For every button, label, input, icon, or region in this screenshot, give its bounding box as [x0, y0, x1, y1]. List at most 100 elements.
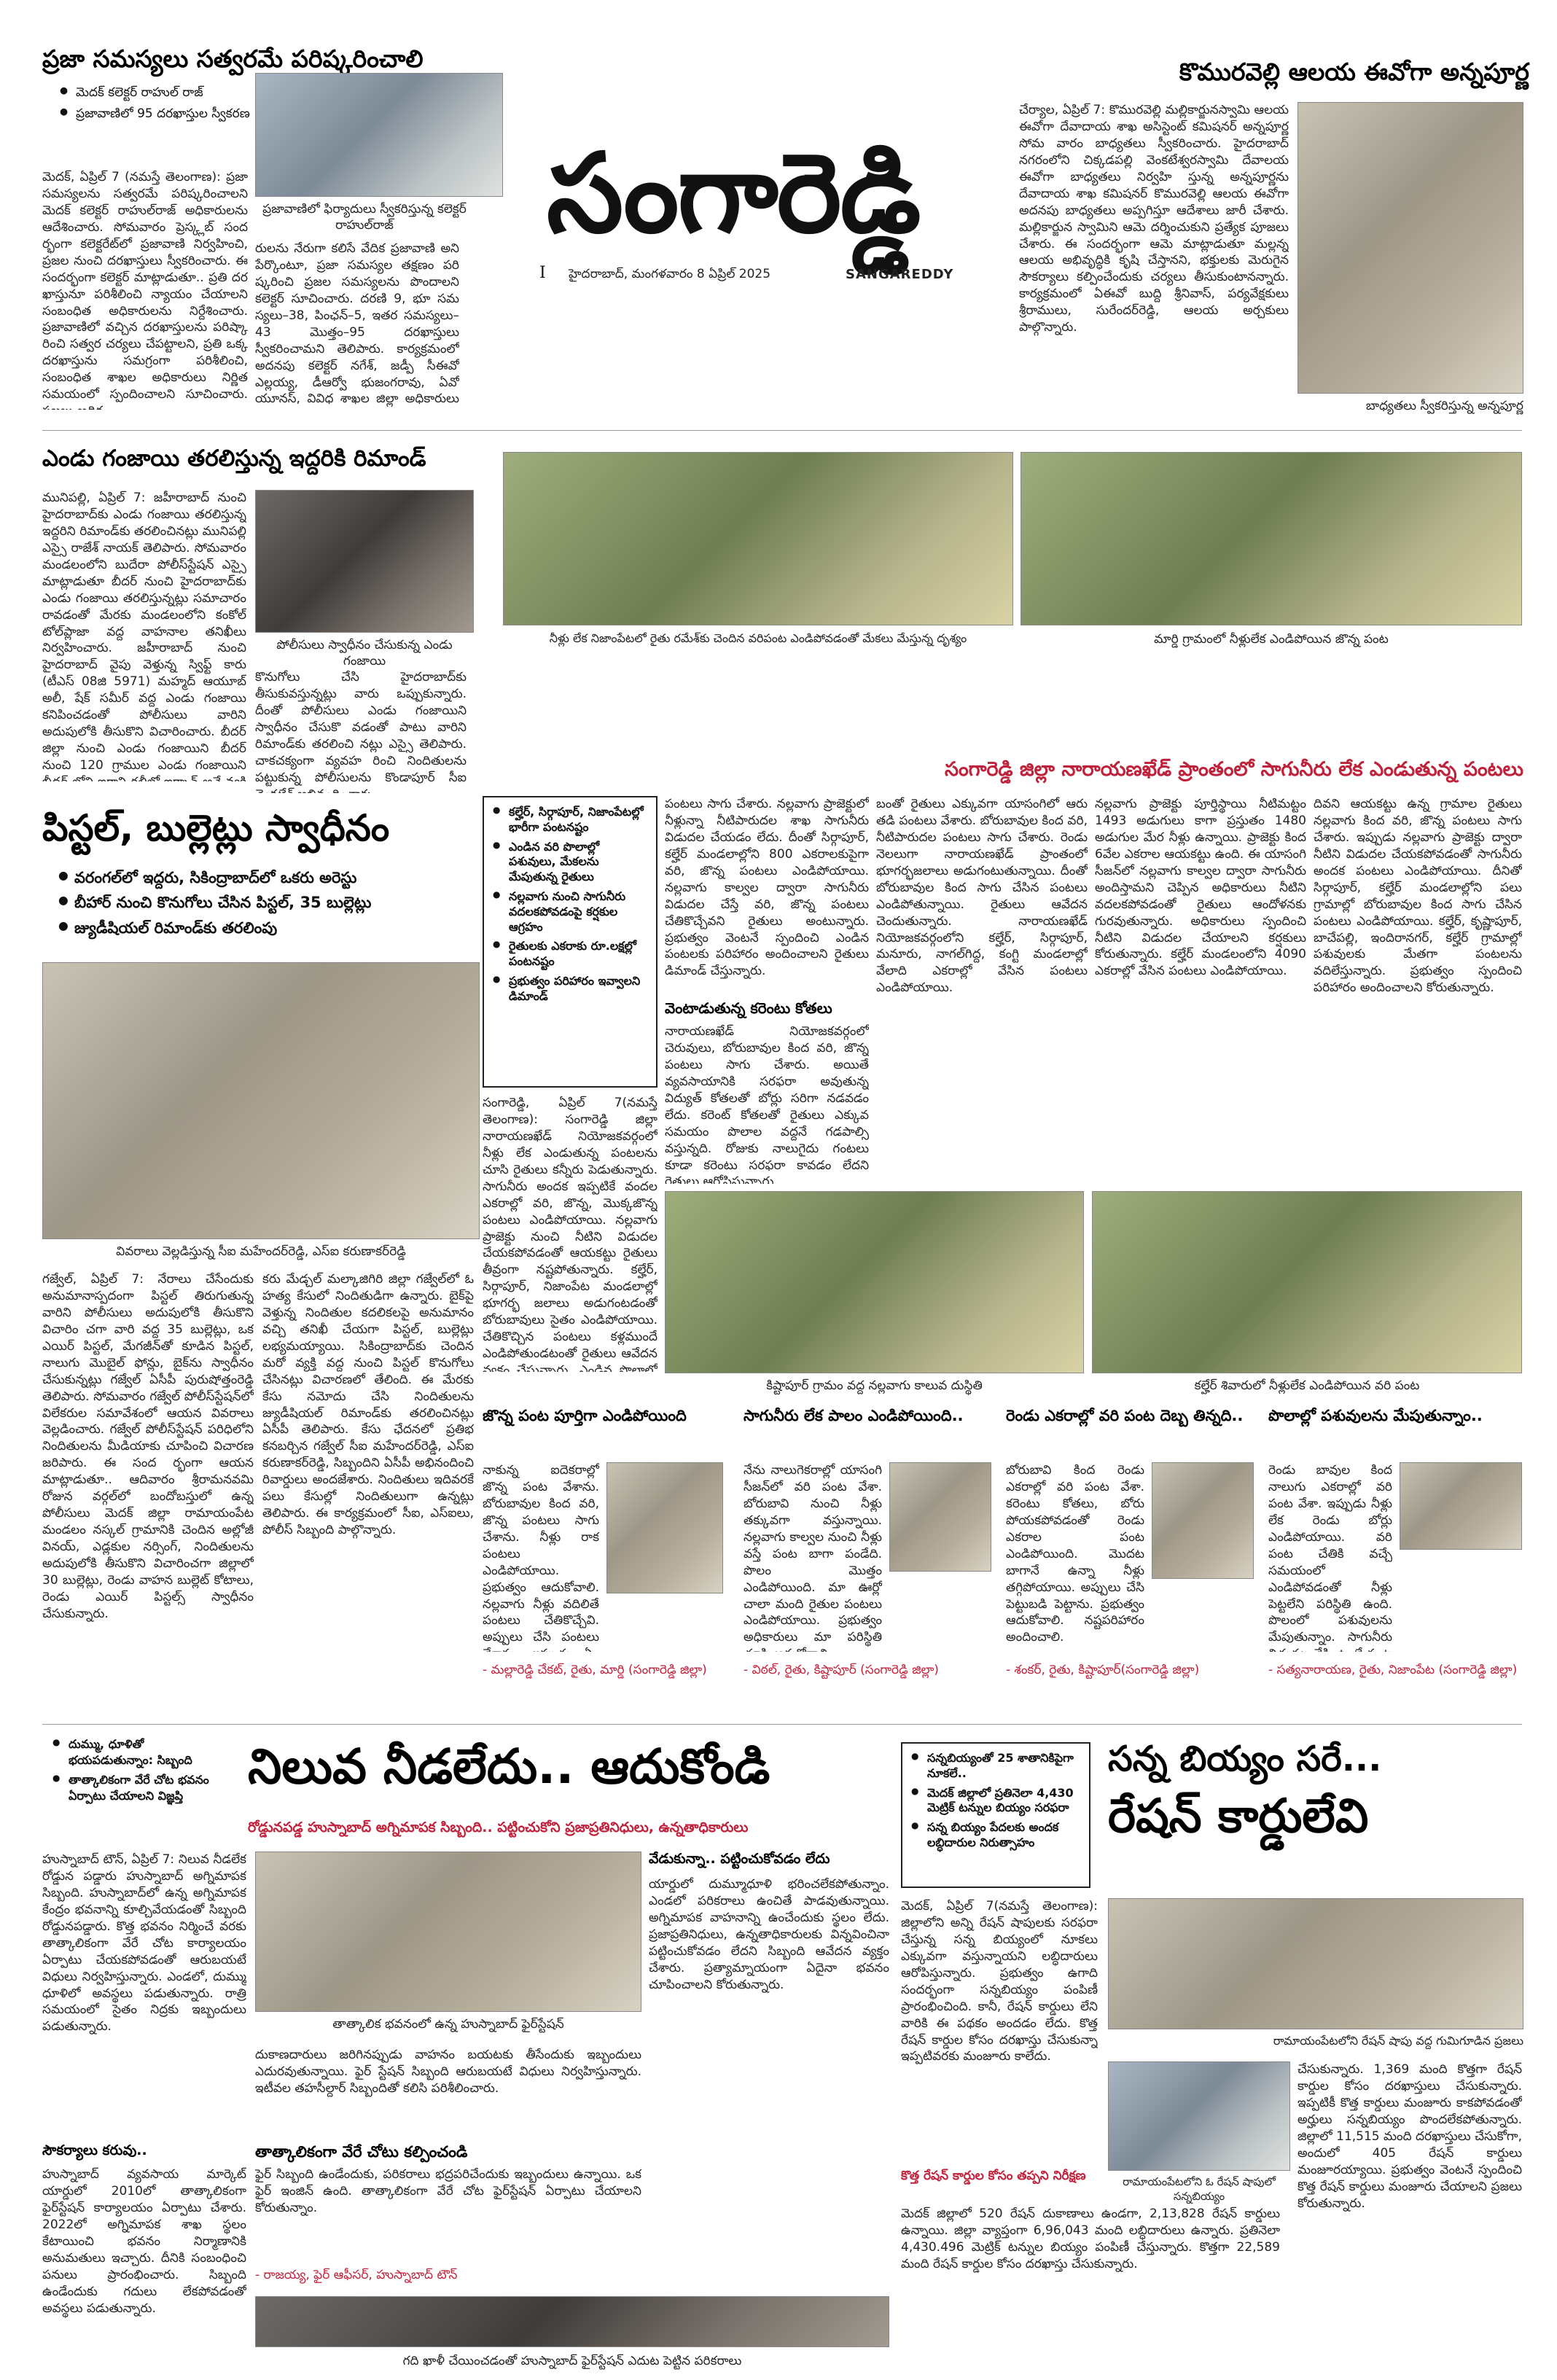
story5-highlights: కల్హేర్, సిర్గాపూర్, నిజాంపేటల్లో భారీగా…: [493, 805, 647, 1004]
story6-subheadline: రోడ్డునపడ్డ హుస్నాబాద్ అగ్నిమాపక సిబ్బంద…: [248, 1819, 749, 1835]
story7-highlight: మెదక్ జిల్లాలో ప్రతినెలా 4,430 మెట్రిక్ …: [911, 1786, 1080, 1817]
crop-photo-jowar-caption: మార్డి గ్రామంలో నీళ్లులేక ఎండిపోయిన జొన్…: [1154, 632, 1389, 647]
masthead-latin: SANGAREDDY: [846, 267, 954, 282]
story1-headline: ప్రజా సమస్యలు సత్వరమే పరిష్కరించాలి: [42, 44, 424, 73]
story4-bullets: వరంగల్‌లో ఇద్దరు, సికింద్రాబాద్‌లో ఒకరు …: [58, 867, 481, 943]
story5-body-col2b: నారాయణఖేడ్ నియోజకవర్గంలో చెరువులు, బోరుబ…: [665, 1024, 869, 1184]
fire-station-photo: [255, 1852, 641, 2012]
story7-highlight: సన్నబియ్యంతో 25 శాతానికిపైగా నూకలే..: [911, 1751, 1080, 1782]
story7-highlights-box: సన్నబియ్యంతో 25 శాతానికిపైగా నూకలే.. మెద…: [901, 1742, 1090, 1888]
story7-body-right: చేసుకున్నారు. 1,369 మంది కొత్తగా రేషన్ క…: [1298, 2062, 1522, 2211]
canal-photo-caption: కిష్టాపూర్ గ్రామం వద్ద నల్లవాగు కాలువ దు…: [766, 1378, 983, 1393]
masthead-title: సంగారెడ్డి: [547, 129, 921, 257]
story3-photo: [255, 490, 474, 633]
story6-bullets: దుమ్ము, ధూళితో భయపడుతున్నాం: సిబ్బంది తా…: [52, 1736, 227, 1808]
quote-body: రెండు బావుల కింద నాలుగు ఎకరాల్లో వరి పంట…: [1268, 1463, 1392, 1652]
farmer-portrait: [889, 1462, 991, 1572]
quote-body: నాకున్న ఐదెకరాల్లో జొన్న పంట వేశాను. బోర…: [483, 1463, 599, 1652]
story2-photo: [1298, 102, 1523, 394]
quote-signature: - శంకర్, రైతు, కిష్టాపూర్(సంగారెడ్డి జిల…: [1006, 1663, 1200, 1677]
story4-bullet: బీహార్ నుంచి కొనుగోలు చేసిన పిస్టల్, 35 …: [58, 892, 481, 913]
story6-signature: - రాజయ్య, ఫైర్ ఆఫీసర్, హుస్నాబాద్ టౌన్: [255, 2268, 458, 2282]
story5-highlight: ఎండిన వరి పొలాల్లో పశువులు, మేకలను మేపుత…: [493, 840, 647, 885]
story6-subhead: తాత్కాలికంగా వేరే చోటు కల్పించండి: [255, 2143, 468, 2161]
equipment-photo-caption: గది ఖాళీ చేయించడంతో హుస్నాబాద్ ఫైర్‌స్టే…: [402, 2354, 742, 2368]
story5-body-col1: సంగారెడ్డి, ఏప్రిల్ 7(నమస్తే తెలంగాణ): స…: [483, 1096, 657, 1372]
farmer-portrait: [606, 1462, 723, 1593]
story6-body-cont: హుస్నాబాద్ వ్యవసాయ మార్కెట్ యార్డులో 201…: [42, 2167, 246, 2316]
quote-headline: రెండు ఎకరాల్లో వరి పంట దెబ్బ తిన్నది..: [1006, 1407, 1244, 1424]
story6-body-mid: దుకాణదారులు జరిగినప్పుడు వాహనం బయటకు తీస…: [255, 2048, 641, 2096]
masthead: సంగారెడ్డి I హైదరాబాద్, మంగళవారం 8 ఏప్రి…: [539, 131, 991, 292]
story3-headline: ఎండు గంజాయి తరలిస్తున్న ఇద్దరికి రిమాండ్: [42, 445, 426, 472]
story5-highlights-box: కల్హేర్, సిర్గాపూర్, నిజాంపేటల్లో భారీగా…: [483, 796, 657, 1088]
story6-bullet: తాత్కాలికంగా వేరే చోట భవనం ఏర్పాటు చేయాల…: [52, 1772, 227, 1803]
masthead-date: హైదరాబాద్, మంగళవారం 8 ఏప్రిల్ 2025: [569, 267, 771, 281]
ration-shop-photo-caption: రామాయంపేటలోని రేషన్ షాపు వద్ద గుమిగూడిన …: [1273, 2034, 1523, 2048]
story7-highlights: సన్నబియ్యంతో 25 శాతానికిపైగా నూకలే.. మెద…: [911, 1751, 1080, 1851]
divider: [42, 1724, 1522, 1725]
divider: [42, 430, 1522, 431]
story1-bullet: మెదక్ కలెక్టర్ రాహుల్ రాజ్: [60, 85, 337, 101]
banner-headline: సంగారెడ్డి జిల్లా నారాయణఖేడ్ ప్రాంతంలో స…: [945, 758, 1523, 781]
story1-photo-caption: ప్రజావాణిలో ఫిర్యాదులు స్వీకరిస్తున్న కల…: [262, 202, 467, 233]
story6-subhead: వేడుకున్నా.. పట్టించుకోవడం లేదు: [649, 1851, 830, 1867]
fire-station-photo-caption: తాత్కాలిక భవనంలో ఉన్న హుస్నాబాద్ ఫైర్‌స్…: [332, 2017, 564, 2032]
story1-bullet: ప్రజావాణిలో 95 దరఖాస్తుల స్వీకరణ: [60, 106, 337, 122]
story7-body: మెదక్, ఏప్రిల్ 7(నమస్తే తెలంగాణ): జిల్లా…: [901, 1899, 1098, 2064]
story5-body-col4: నల్లవాగు ప్రాజెక్టు పూర్తిస్థాయి నీటిమట్…: [1095, 797, 1306, 979]
story7-headline-top: సన్న బియ్యం సరే...: [1108, 1739, 1382, 1779]
rice-bag-photo-caption: రామాయంపేటలోని ఓ రేషన్ షాపులో సన్నబియ్యం: [1123, 2175, 1276, 2203]
story2-headline: కొమురవెల్లి ఆలయ ఈవోగా అన్నపూర్ణ: [1179, 58, 1529, 86]
quote-signature: - విఠల్, రైతు, కిష్టాపూర్ (సంగారెడ్డి జి…: [744, 1663, 939, 1677]
farmer-portrait: [1400, 1462, 1522, 1550]
canal-photo: [665, 1191, 1084, 1373]
story4-bullet: జ్యుడీషియల్ రిమాండ్‌కు తరలింపు: [58, 918, 481, 938]
quote-card: సాగునీరు లేక పాలం ఎండిపోయింది.. నేను నాల…: [744, 1407, 991, 1698]
equipment-photo: [255, 2296, 889, 2347]
story7-highlight: సన్న బియ్యం పేదలకు అందక లబ్ధిదారుల నిరుత…: [911, 1820, 1080, 1851]
quote-signature: - సత్యనారాయణ, రైతు, నిజాంపేట (సంగారెడ్డి…: [1268, 1663, 1518, 1677]
story4-caption: వివరాలు వెల్లడిస్తున్న సీఐ మహేందర్‌రెడ్డ…: [116, 1244, 406, 1259]
story3-body-cont: కొనుగోలు చేసి హైదరాబాద్‌కు తీసుకువస్తున్…: [255, 670, 467, 793]
story4-body-cont: కరు మేడ్చల్ మల్కాజిగిరి జిల్లా గజ్వేల్‌ల…: [262, 1272, 474, 1538]
story1-body: మెదక్, ఏప్రిల్ 7 (నమస్తే తెలంగాణ): ప్రజా…: [42, 170, 248, 410]
story5-highlight: ప్రభుత్వం పరిహారం ఇవ్వాలని డిమాండ్: [493, 974, 647, 1004]
rice-bag-photo: [1108, 2061, 1290, 2171]
story2-body: చేర్యాల, ఏప్రిల్ 7: కొమురవెల్లి మల్లికార…: [1019, 103, 1289, 335]
quote-card: పొలాల్లో పశువులను మేపుతున్నాం.. రెండు బా…: [1268, 1407, 1522, 1698]
story4-headline: పిస్టల్, బుల్లెట్లు స్వాధీనం: [42, 807, 390, 849]
story5-highlight: నల్లవాగు నుంచి సాగునీరు వదలకపోవడంపై కర్ష…: [493, 889, 647, 935]
story1-photo: [255, 73, 503, 197]
story6-bullet: దుమ్ము, ధూళితో భయపడుతున్నాం: సిబ్బంది: [52, 1736, 227, 1768]
quote-card: జొన్న పంట పూర్తిగా ఎండిపోయింది నాకున్న ఐ…: [483, 1407, 730, 1698]
story7-body-cont: మెదక్ జిల్లాలో 520 రేషన్ దుకాణాలు ఉండగా,…: [901, 2207, 1280, 2271]
story5-body-col2: పంటలు సాగు చేశారు. నల్లవాగు ప్రాజెక్టులో…: [665, 797, 869, 979]
story7-headline: రేషన్ కార్డులేవి: [1108, 1790, 1369, 1843]
story4-bullet: వరంగల్‌లో ఇద్దరు, సికింద్రాబాద్‌లో ఒకరు …: [58, 867, 481, 888]
story3-caption: పోలీసులు స్వాధీనం చేసుకున్న ఎండు గంజాయి: [276, 638, 453, 669]
story4-photo: [42, 962, 480, 1239]
quote-headline: జొన్న పంట పూర్తిగా ఎండిపోయింది: [483, 1407, 687, 1424]
story5-highlight: కల్హేర్, సిర్గాపూర్, నిజాంపేటల్లో భారీగా…: [493, 805, 647, 835]
story1-bullets: మెదక్ కలెక్టర్ రాహుల్ రాజ్ ప్రజావాణిలో 9…: [60, 85, 337, 127]
story5-body-col5: దివని ఆయకట్టు ఉన్న గ్రామాల రైతులు నల్లవా…: [1314, 797, 1522, 996]
story4-body: గజ్వేల్, ఏప్రిల్ 7: నేరాలు చేసేందుకు అను…: [42, 1272, 254, 1621]
farmer-portrait: [1152, 1462, 1254, 1579]
story6-subhead: సౌకర్యాలు కరువు..: [42, 2142, 147, 2158]
quote-headline: పొలాల్లో పశువులను మేపుతున్నాం..: [1268, 1407, 1483, 1424]
crop-photo-goats: [503, 452, 1013, 625]
story6-body: హుస్నాబాద్ టౌన్, ఏప్రిల్ 7: నిలువ నీడలేక…: [42, 1852, 246, 2034]
paddy-photo-caption: కల్హేర్ శివారులో నీళ్లులేక ఎండిపోయిన వరి…: [1194, 1378, 1420, 1393]
story7-subhead: కొత్త రేషన్ కార్డుల కోసం తప్పని నిరీక్షణ: [901, 2169, 1086, 2183]
paddy-photo: [1092, 1191, 1522, 1373]
quote-body: నేను నాలుగెకరాల్లో యాసంగి సీజన్‌లో వరి ప…: [744, 1463, 882, 1652]
story6-headline: నిలువ నీడలేదు.. ఆదుకోండి: [248, 1739, 770, 1795]
story3-body: మునిపల్లి, ఏప్రిల్ 7: జహీరాబాద్ నుంచి హై…: [42, 491, 246, 781]
ration-shop-photo: [1108, 1898, 1523, 2029]
story6-body-right: యార్డులో దుమ్మూధూళి భరించలేకపోతున్నాం. ఎ…: [649, 1877, 889, 1992]
story2-caption: బాధ్యతలు స్వీకరిస్తున్న అన్నపూర్ణ: [1365, 399, 1523, 413]
crop-photo-jowar: [1021, 452, 1522, 625]
page-marker: I: [539, 264, 546, 282]
story6-quote-body: ఫైర్ సిబ్బంది ఉండేందుకు, పరికరాలు భద్రపర…: [255, 2167, 641, 2215]
